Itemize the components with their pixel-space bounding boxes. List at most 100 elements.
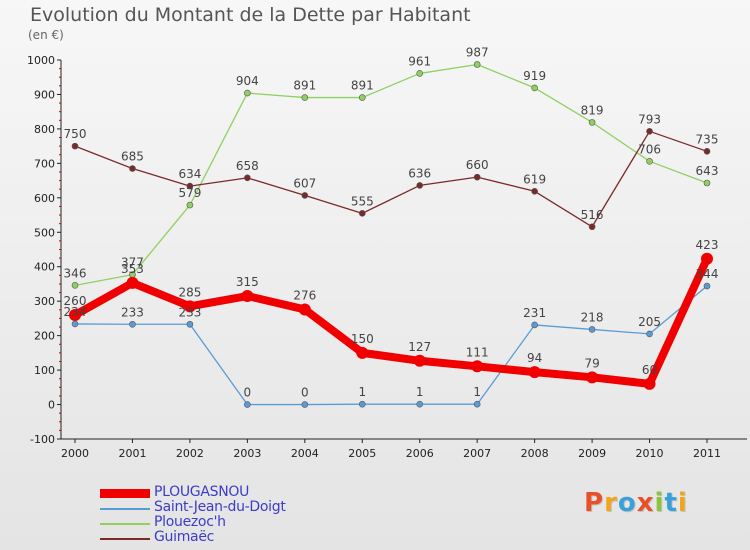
data-point — [416, 182, 424, 189]
x-tick-label: 2000 — [61, 447, 89, 460]
x-tick-label: 2009 — [578, 447, 606, 460]
data-point — [301, 192, 309, 199]
data-point — [416, 400, 424, 408]
y-tick-label: -100 — [30, 433, 55, 446]
y-tick-label: 700 — [34, 157, 55, 170]
data-label: 634 — [178, 167, 201, 181]
x-tick-label: 2011 — [693, 447, 721, 460]
chart-series — [69, 61, 713, 408]
data-label: 904 — [236, 74, 259, 88]
series-line — [74, 63, 708, 286]
legend-swatch — [100, 538, 150, 540]
logo-letter: r — [604, 488, 618, 518]
data-label: 127 — [408, 340, 431, 354]
data-label: 1 — [416, 385, 424, 399]
data-label: 961 — [408, 54, 431, 68]
data-label: 516 — [581, 208, 604, 222]
y-tick-label: 900 — [34, 88, 55, 101]
data-point — [531, 321, 538, 329]
data-point — [646, 157, 653, 165]
y-tick-label: 800 — [34, 123, 55, 136]
data-point — [71, 282, 79, 289]
data-label: 315 — [236, 275, 259, 289]
data-label: 0 — [301, 386, 309, 400]
legend-label: Guimaëc — [154, 529, 215, 545]
data-label: 619 — [523, 172, 546, 186]
x-tick-label: 2010 — [636, 447, 664, 460]
data-point — [473, 173, 481, 181]
data-label: 234 — [64, 305, 87, 319]
data-point — [244, 89, 251, 97]
y-tick-label: 200 — [34, 330, 55, 343]
data-label: 231 — [523, 306, 546, 320]
unit-label: (en €) — [28, 28, 64, 42]
logo-letter: x — [636, 488, 655, 518]
data-point — [703, 282, 711, 290]
data-point — [298, 303, 311, 316]
data-label: 79 — [584, 356, 599, 370]
data-label: 685 — [121, 150, 144, 164]
logo-letter: o — [617, 488, 637, 518]
data-label: 150 — [351, 332, 374, 346]
data-point — [416, 70, 424, 77]
data-label: 793 — [638, 112, 661, 126]
y-tick-label: 1000 — [27, 54, 55, 67]
x-tick-label: 2004 — [291, 447, 319, 460]
data-point — [643, 377, 656, 390]
data-point — [69, 308, 81, 321]
data-label: 735 — [696, 132, 719, 146]
data-point — [241, 290, 254, 303]
y-tick-label: 0 — [48, 399, 55, 412]
data-label: 987 — [466, 45, 489, 59]
data-point — [126, 276, 139, 289]
data-label: 60 — [642, 363, 657, 377]
y-tick-label: 300 — [34, 295, 55, 308]
data-label: 919 — [523, 69, 546, 83]
series-line — [71, 254, 711, 388]
data-label: 0 — [244, 386, 252, 400]
x-tick-label: 2007 — [463, 447, 491, 460]
data-point — [413, 354, 426, 367]
data-point — [586, 371, 599, 384]
legend-label: Saint-Jean-du-Doigt — [154, 499, 286, 515]
data-label: 285 — [178, 285, 201, 299]
data-label: 706 — [638, 142, 661, 156]
y-tick-label: 400 — [34, 261, 55, 274]
logo-letter: i — [677, 488, 688, 518]
data-point — [186, 320, 194, 328]
data-label: 658 — [236, 159, 259, 173]
data-label: 819 — [581, 103, 604, 117]
data-point — [356, 346, 369, 359]
data-label: 233 — [178, 305, 201, 319]
data-point — [186, 201, 194, 209]
data-point — [186, 182, 194, 190]
data-point — [701, 252, 713, 265]
data-label: 891 — [351, 79, 374, 93]
x-tick-label: 2005 — [348, 447, 376, 460]
data-point — [588, 326, 596, 333]
data-point — [358, 94, 366, 101]
data-point — [244, 174, 251, 182]
data-point — [244, 401, 251, 408]
data-label: 750 — [64, 127, 87, 141]
data-point — [703, 148, 711, 155]
data-label: 344 — [696, 267, 719, 281]
data-point — [129, 320, 136, 328]
data-point — [646, 330, 653, 338]
data-label: 579 — [178, 186, 201, 200]
data-point — [301, 401, 309, 408]
y-tick-label: 100 — [34, 364, 55, 377]
data-point — [71, 142, 79, 150]
data-label: 111 — [466, 345, 489, 359]
data-point — [473, 400, 481, 408]
data-label: 1 — [473, 385, 481, 399]
proxiti-logo: Proxiti — [584, 488, 688, 518]
data-point — [531, 84, 538, 92]
data-point — [588, 119, 596, 126]
chart-title: Evolution du Montant de la Dette par Hab… — [30, 4, 471, 26]
data-label: 660 — [466, 158, 489, 172]
data-point — [301, 94, 309, 101]
data-label: 276 — [293, 288, 316, 302]
data-label: 94 — [527, 351, 542, 365]
